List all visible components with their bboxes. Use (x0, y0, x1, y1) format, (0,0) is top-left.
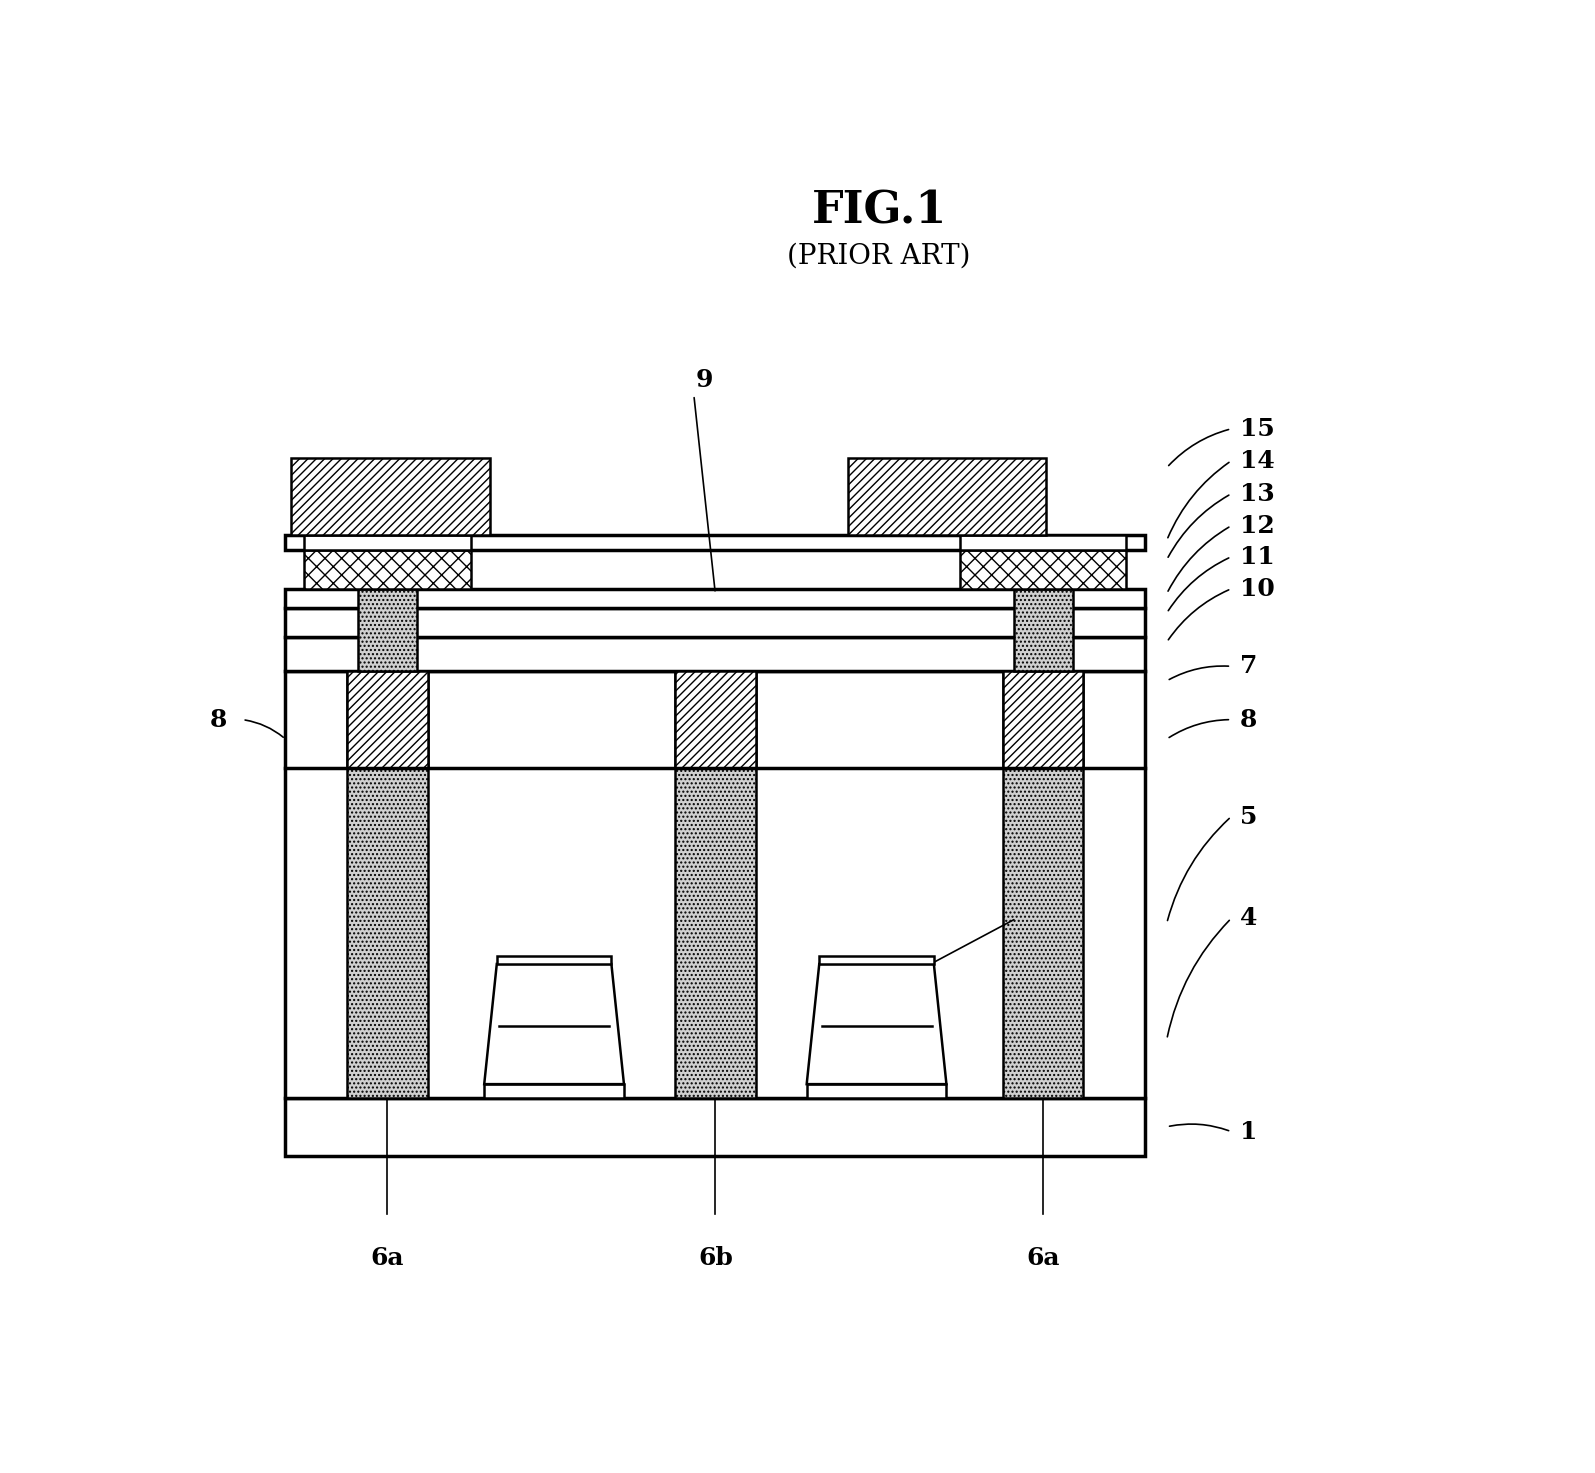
Text: 8: 8 (211, 707, 228, 732)
Text: 6a: 6a (370, 1246, 404, 1270)
Bar (286, 1097, 1145, 1156)
Text: 15: 15 (1239, 417, 1274, 440)
Text: 5: 5 (1239, 804, 1257, 829)
Text: FIG.1: FIG.1 (812, 190, 947, 233)
Text: 1: 1 (1239, 1119, 1257, 1143)
Bar (847, 458, 1046, 536)
Polygon shape (485, 963, 624, 1084)
Text: 6a: 6a (1027, 1246, 1061, 1270)
Text: 14: 14 (1239, 449, 1274, 473)
Bar (286, 589, 1145, 608)
Bar (286, 638, 1145, 672)
Bar (496, 956, 611, 963)
Bar (305, 549, 471, 589)
Text: 12: 12 (1239, 514, 1274, 538)
Text: 8: 8 (1239, 707, 1257, 732)
Text: (PRIOR ART): (PRIOR ART) (788, 243, 971, 270)
Bar (290, 458, 490, 536)
Bar (348, 672, 427, 767)
Text: 7: 7 (1239, 654, 1257, 678)
Bar (348, 672, 427, 1097)
Bar (960, 549, 1126, 589)
Bar (820, 956, 933, 963)
Text: 9: 9 (695, 368, 713, 392)
Bar (807, 1084, 946, 1097)
Bar (675, 672, 756, 767)
Text: 4: 4 (1239, 906, 1257, 931)
Bar (1003, 672, 1083, 1097)
Text: 6b: 6b (699, 1246, 732, 1270)
Polygon shape (807, 963, 946, 1084)
Bar (1003, 672, 1083, 767)
Text: 13: 13 (1239, 482, 1274, 505)
Text: 11: 11 (1239, 545, 1274, 569)
Bar (286, 536, 1145, 549)
Bar (357, 589, 416, 672)
Bar (286, 608, 1145, 638)
Bar (485, 1084, 624, 1097)
Text: 10: 10 (1239, 577, 1274, 601)
Bar (286, 672, 1145, 1097)
Bar (305, 536, 471, 549)
Bar (675, 672, 756, 1097)
Bar (1013, 589, 1073, 672)
Bar (960, 536, 1126, 549)
